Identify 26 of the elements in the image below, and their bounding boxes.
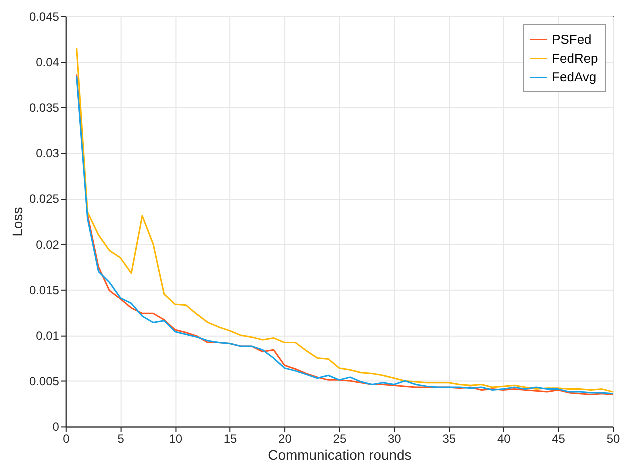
x-tick-label: 10 (169, 432, 183, 446)
y-tick-label: 0 (52, 420, 60, 434)
x-tick-label: 20 (278, 432, 292, 446)
x-tick-label: 45 (552, 432, 566, 446)
x-tick-label: 0 (63, 432, 70, 446)
x-tick-label: 35 (442, 432, 456, 446)
y-tick-label: 0.035 (29, 101, 60, 116)
y-tick-label: 0.025 (29, 192, 60, 206)
x-tick-label: 50 (606, 432, 621, 446)
x-tick-label: 30 (388, 432, 402, 446)
y-tick-label: 0.03 (36, 146, 60, 161)
x-tick-label: 5 (118, 432, 125, 446)
legend-label: FedRep (552, 50, 598, 66)
y-tick-label: 0.01 (36, 329, 60, 343)
legend-label: PSFed (552, 32, 592, 47)
y-tick-label: 0.045 (29, 10, 60, 24)
y-tick-label: 0.015 (29, 283, 60, 298)
x-tick-label: 25 (333, 432, 347, 446)
x-axis-title: Communication rounds (268, 447, 412, 464)
y-tick-label: 0.04 (36, 55, 60, 70)
y-axis-title: Loss (9, 207, 26, 237)
y-tick-label: 0.005 (29, 374, 60, 389)
x-tick-label: 15 (224, 432, 238, 446)
y-tick-label: 0.02 (36, 238, 60, 252)
legend-label: FedAvg (552, 70, 597, 85)
x-tick-label: 40 (497, 432, 512, 446)
